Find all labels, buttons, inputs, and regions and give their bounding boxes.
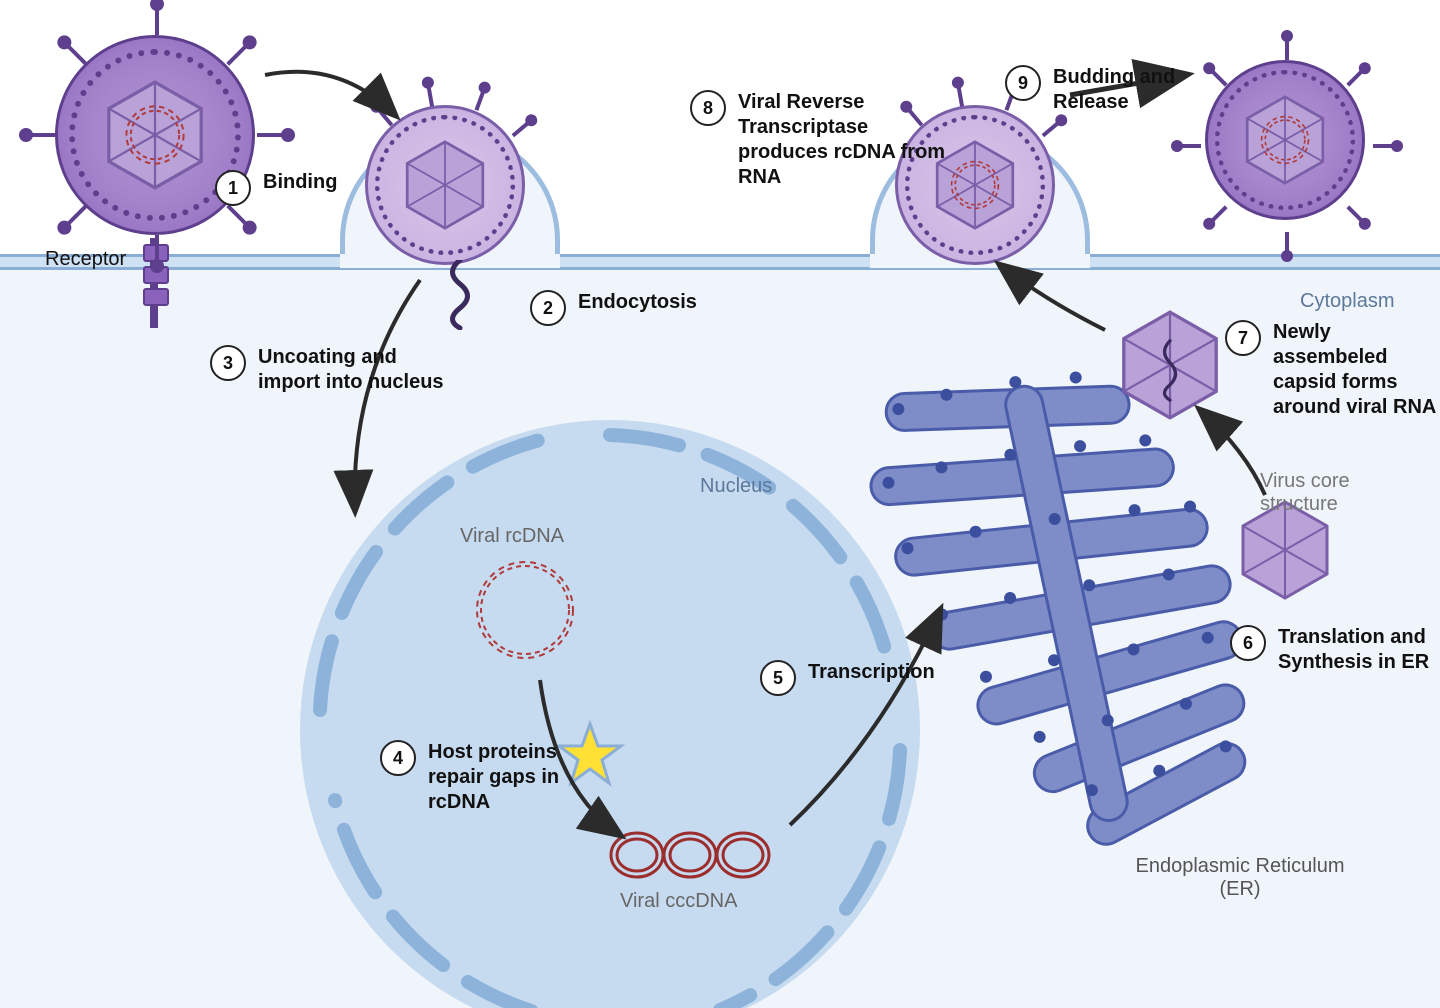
step-text-1: Binding bbox=[263, 170, 337, 195]
step-3: 3 Uncoating and import into nucleus bbox=[210, 345, 458, 395]
step-text-9: Budding and Release bbox=[1053, 65, 1253, 115]
rcdna-icon bbox=[470, 555, 580, 665]
step-badge-7: 7 bbox=[1225, 320, 1261, 356]
step-8: 8 Viral Reverse Transcriptase produces rc… bbox=[690, 90, 948, 190]
assembled-capsid-icon bbox=[1115, 310, 1225, 420]
cccdna-label: Viral cccDNA bbox=[620, 890, 737, 913]
step-badge-6: 6 bbox=[1230, 625, 1266, 661]
diagram-canvas: Receptor Cytoplasm N bbox=[0, 0, 1440, 1008]
step-text-5: Transcription bbox=[808, 660, 935, 685]
step-9: 9 Budding and Release bbox=[1005, 65, 1253, 115]
step-4: 4 Host proteins repair gaps in rcDNA bbox=[380, 740, 588, 815]
step-badge-5: 5 bbox=[760, 660, 796, 696]
step-badge-1: 1 bbox=[215, 170, 251, 206]
nucleus-label: Nucleus bbox=[700, 475, 772, 498]
step-5: 5 Transcription bbox=[760, 660, 935, 696]
receptor-label: Receptor bbox=[45, 248, 126, 271]
cell-membrane bbox=[0, 254, 1440, 270]
step-2: 2 Endocytosis bbox=[530, 290, 697, 326]
step-text-4: Host proteins repair gaps in rcDNA bbox=[428, 740, 588, 815]
rna-tail-icon bbox=[440, 260, 480, 330]
step-text-2: Endocytosis bbox=[578, 290, 697, 315]
step-text-8: Viral Reverse Transcriptase produces rcD… bbox=[738, 90, 948, 190]
step-badge-8: 8 bbox=[690, 90, 726, 126]
step-7: 7 Newly assembeled capsid forms around vi… bbox=[1225, 320, 1440, 420]
step-text-3: Uncoating and import into nucleus bbox=[258, 345, 458, 395]
step-1: 1 Binding bbox=[215, 170, 337, 206]
step-badge-9: 9 bbox=[1005, 65, 1041, 101]
nucleus-region bbox=[300, 420, 920, 1008]
step-badge-4: 4 bbox=[380, 740, 416, 776]
cccdna-icon bbox=[605, 825, 775, 885]
step-badge-3: 3 bbox=[210, 345, 246, 381]
step-text-6: Translation and Synthesis in ER bbox=[1278, 625, 1440, 675]
step-6: 6 Translation and Synthesis in ER bbox=[1230, 625, 1440, 675]
virus-core-label: Virus core structure bbox=[1260, 470, 1420, 516]
rcdna-label: Viral rcDNA bbox=[460, 525, 564, 548]
step-badge-2: 2 bbox=[530, 290, 566, 326]
step-text-7: Newly assembeled capsid forms around vir… bbox=[1273, 320, 1440, 420]
virus-endocytosis bbox=[365, 105, 525, 265]
er-label: Endoplasmic Reticulum (ER) bbox=[1130, 855, 1350, 901]
cytoplasm-label: Cytoplasm bbox=[1300, 290, 1394, 313]
